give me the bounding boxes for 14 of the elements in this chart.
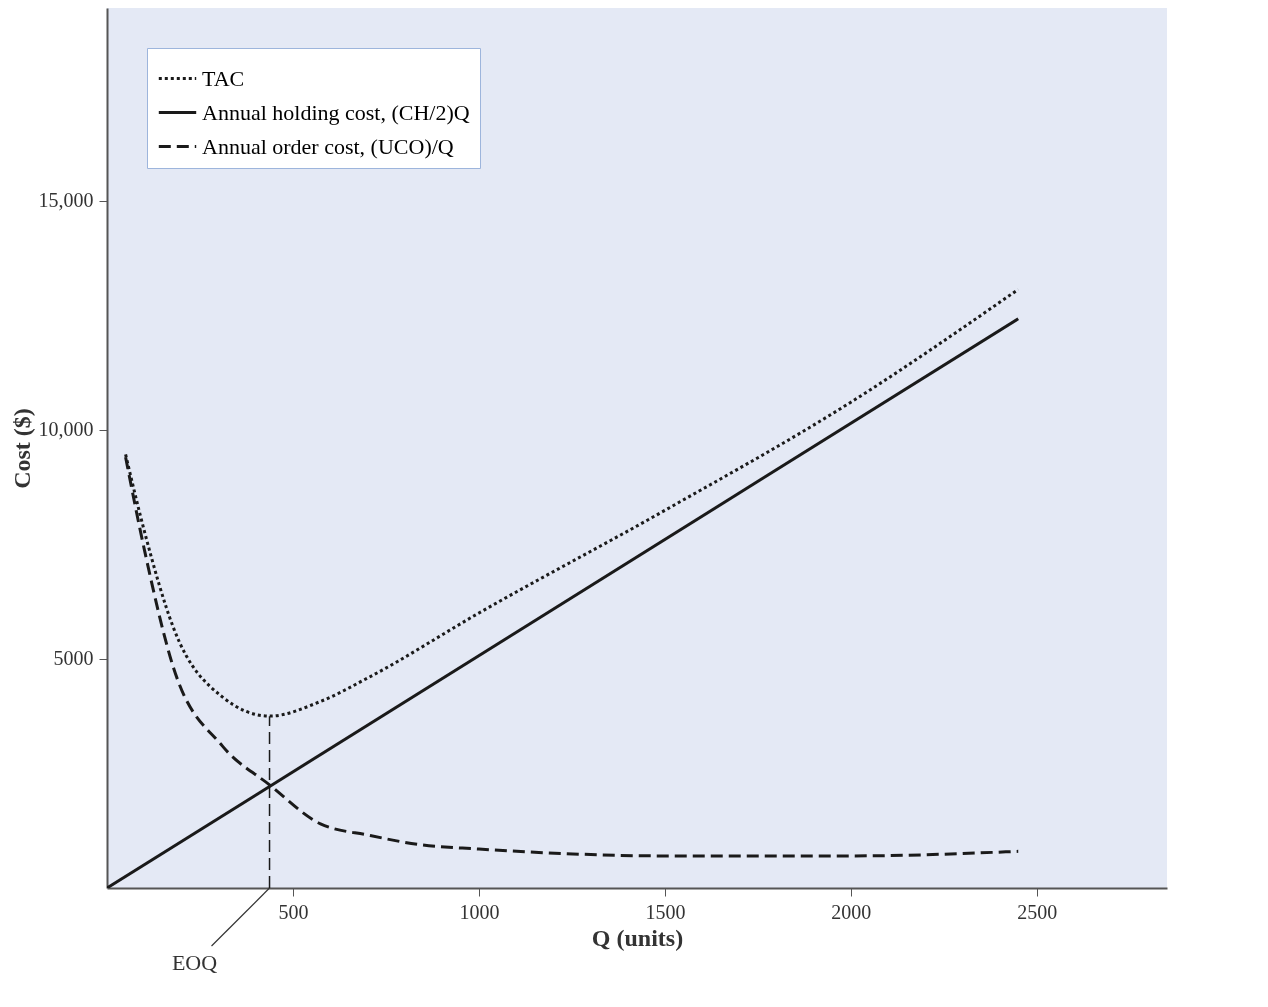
legend-label: TAC bbox=[202, 65, 245, 91]
y-tick-label: 15,000 bbox=[38, 189, 94, 211]
annotation: EOQ bbox=[171, 950, 218, 975]
y-axis-title: Cost ($) bbox=[8, 408, 35, 489]
x-tick-label: 2500 bbox=[1017, 900, 1058, 923]
x-tick-label: 500 bbox=[278, 900, 309, 923]
x-tick-label: 1000 bbox=[459, 900, 500, 923]
x-axis-title: Q (units) bbox=[591, 924, 684, 951]
legend-label: Annual order cost, (UCO)/Q bbox=[202, 133, 454, 159]
y-tick-label: 10,000 bbox=[38, 418, 94, 441]
x-tick-label: 2000 bbox=[831, 900, 872, 923]
y-tick-label: 5000 bbox=[53, 647, 94, 670]
x-tick-label: 1500 bbox=[645, 900, 686, 923]
legend-label: Annual holding cost, (CH/2)Q bbox=[202, 99, 470, 125]
